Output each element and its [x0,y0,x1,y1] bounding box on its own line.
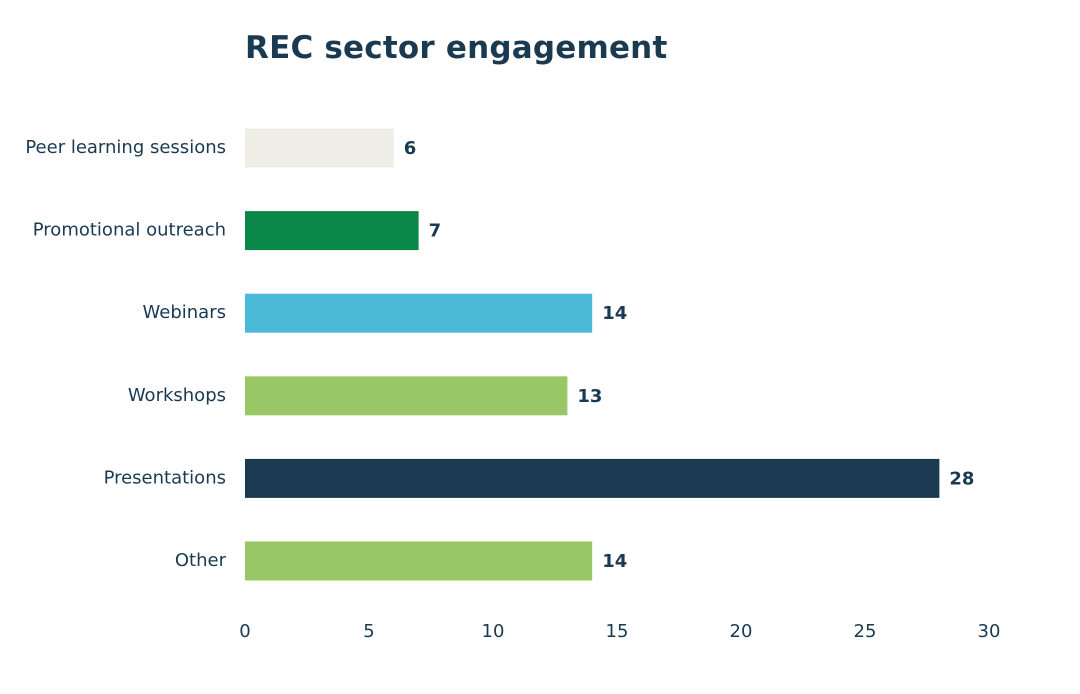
bar-presentations [245,458,940,498]
bar-other [245,541,593,581]
x-tick-label-15: 15 [606,621,629,642]
value-label-other: 14 [602,551,627,572]
x-tick-label-0: 0 [239,621,250,642]
value-label-webinars: 14 [602,303,627,324]
chart-title: REC sector engagement [245,30,668,66]
x-tick-label-10: 10 [482,621,505,642]
bar-workshops [245,376,568,416]
category-label-presentations: Presentations [104,467,226,488]
category-label-webinars: Webinars [143,302,226,323]
value-label-promotional-outreach: 7 [429,221,442,242]
category-label-peer-learning-sessions: Peer learning sessions [25,137,226,158]
category-label-workshops: Workshops [128,385,226,406]
category-label-other: Other [175,550,227,571]
bar-promotional-outreach [245,211,419,251]
value-label-presentations: 28 [949,468,974,489]
value-label-workshops: 13 [577,386,602,407]
x-tick-label-20: 20 [730,621,753,642]
category-label-promotional-outreach: Promotional outreach [33,220,226,241]
bar-webinars [245,293,593,333]
x-tick-label-25: 25 [854,621,877,642]
bar-peer-learning-sessions [245,128,394,168]
x-tick-label-5: 5 [363,621,374,642]
x-tick-label-30: 30 [978,621,1001,642]
value-label-peer-learning-sessions: 6 [404,138,417,159]
